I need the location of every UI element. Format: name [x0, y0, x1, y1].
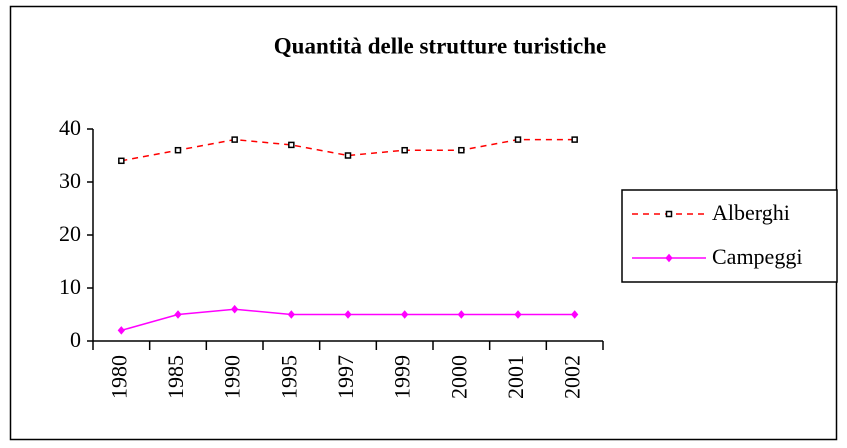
y-tick-label: 10	[59, 274, 81, 299]
data-point	[344, 152, 352, 159]
data-point	[401, 310, 409, 319]
data-point	[514, 136, 522, 143]
chart-title: Quantità delle strutture turistiche	[274, 33, 606, 58]
y-tick-label: 20	[59, 221, 81, 246]
x-tick-label: 1999	[390, 355, 415, 399]
x-tick-label: 2002	[560, 355, 585, 399]
x-tick-label: 1997	[333, 355, 358, 399]
data-point	[288, 141, 295, 149]
data-point	[117, 326, 125, 335]
legend-marker	[665, 210, 673, 218]
legend-label: Campeggi	[712, 244, 802, 269]
legend-box	[621, 189, 838, 283]
x-tick-label: 1990	[220, 355, 245, 399]
data-point	[571, 136, 578, 143]
data-point	[118, 157, 125, 165]
data-point	[344, 310, 352, 319]
legend-marker	[665, 253, 673, 263]
data-point	[287, 310, 295, 319]
x-tick-label: 1995	[276, 355, 301, 399]
data-point	[458, 146, 465, 154]
x-tick-label: 1985	[163, 355, 188, 399]
x-tick-label: 1980	[106, 355, 131, 399]
x-tick-label: 2001	[503, 355, 528, 399]
data-point	[174, 310, 182, 319]
x-tick-label: 2000	[446, 355, 471, 399]
data-point	[174, 146, 182, 154]
data-point	[514, 310, 522, 319]
data-point	[401, 146, 408, 154]
data-point	[571, 310, 579, 319]
legend-label: Alberghi	[712, 200, 790, 225]
y-tick-label: 0	[70, 327, 81, 352]
data-point	[457, 310, 465, 319]
y-tick-label: 30	[59, 168, 81, 193]
data-point	[231, 136, 238, 143]
y-tick-label: 40	[59, 115, 81, 140]
data-point	[231, 304, 239, 314]
